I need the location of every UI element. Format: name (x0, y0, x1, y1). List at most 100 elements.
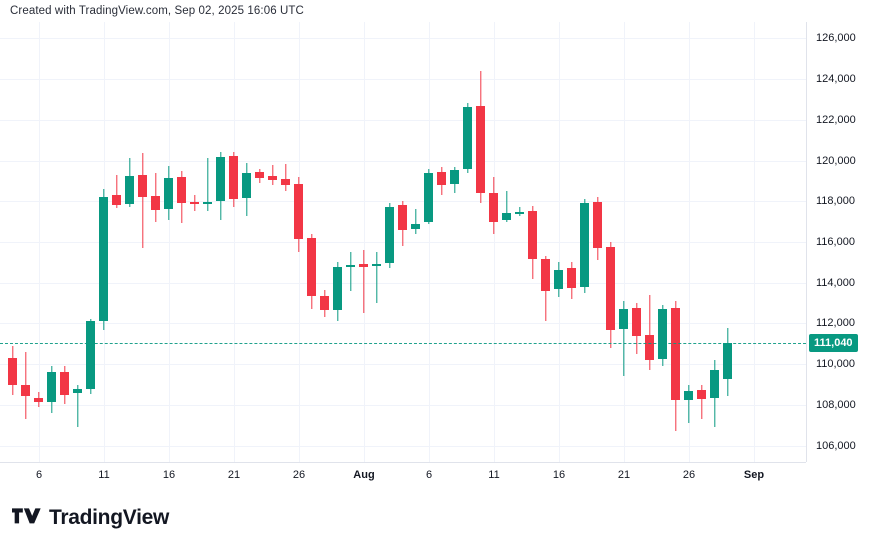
candle-body (359, 264, 368, 268)
candle-wick (206, 158, 209, 212)
candle-wick (284, 163, 287, 192)
price-axis-divider (806, 22, 807, 462)
candle-body (151, 196, 160, 211)
price-gridline (0, 282, 806, 284)
candle-body (463, 106, 472, 169)
candle-body (333, 267, 342, 311)
candle-body (398, 205, 407, 230)
candlestick (346, 22, 355, 462)
candlestick (385, 22, 394, 462)
candlestick (424, 22, 433, 462)
candle-body (619, 309, 628, 329)
candle-body (255, 171, 264, 178)
candlestick (476, 22, 485, 462)
candle-body (567, 268, 576, 288)
candlestick (138, 22, 147, 462)
candlestick (281, 22, 290, 462)
candlestick (151, 22, 160, 462)
candle-body (385, 207, 394, 264)
candlestick (541, 22, 550, 462)
candlestick (710, 22, 719, 462)
candlestick (164, 22, 173, 462)
time-tick-label: 21 (617, 469, 631, 481)
candlestick (450, 22, 459, 462)
candle-body (489, 193, 498, 222)
price-tick-label: 122,000 (816, 113, 856, 126)
time-gridline (559, 22, 560, 462)
candle-body (606, 247, 615, 330)
time-gridline (234, 22, 235, 462)
candle-body (99, 197, 108, 322)
price-tick-label: 108,000 (816, 398, 856, 411)
candlestick (112, 22, 121, 462)
candlestick (242, 22, 251, 462)
price-tick-label: 112,000 (816, 317, 855, 330)
candlestick (125, 22, 134, 462)
candle-body (580, 203, 589, 287)
footer-divider (0, 490, 870, 491)
time-tick-label: 11 (488, 469, 500, 481)
candle-wick (375, 252, 378, 304)
candle-body (164, 177, 173, 210)
candle-body (476, 105, 485, 194)
current-price-badge[interactable]: 111,040 (809, 334, 858, 353)
time-tick-label: 6 (425, 469, 433, 481)
candle-wick (414, 209, 417, 234)
candle-body (502, 213, 511, 220)
footer: TradingView (0, 490, 870, 545)
candlestick (606, 22, 615, 462)
candle-body (424, 172, 433, 222)
candle-body (710, 370, 719, 398)
price-gridline (0, 38, 806, 40)
candlestick (489, 22, 498, 462)
price-gridline (0, 119, 806, 121)
time-tick-label: 21 (227, 469, 241, 481)
candlestick (645, 22, 654, 462)
candle-wick (622, 301, 625, 377)
candlestick (255, 22, 264, 462)
candlestick (567, 22, 576, 462)
candlestick (47, 22, 56, 462)
candle-body (138, 174, 147, 198)
candle-body (515, 212, 524, 214)
price-gridline (0, 364, 806, 366)
candle-body (60, 372, 69, 395)
candlestick (619, 22, 628, 462)
attribution-text: Created with TradingView.com, Sep 02, 20… (10, 5, 304, 17)
candle-wick (700, 384, 703, 420)
candlestick (684, 22, 693, 462)
candlestick (99, 22, 108, 462)
time-tick-label: 26 (292, 469, 306, 481)
time-axis[interactable]: 6 11 16 21 26 Aug 6 11 16 21 26 Sep (0, 462, 806, 490)
candle-body (437, 171, 446, 185)
candlestick (320, 22, 329, 462)
price-gridline (0, 445, 806, 447)
candle-body (450, 169, 459, 184)
candle-wick (687, 384, 690, 424)
candlestick (437, 22, 446, 462)
time-gridline (754, 22, 755, 462)
candle-body (86, 321, 95, 389)
candle-wick (349, 252, 352, 291)
candle-body (21, 384, 30, 396)
time-gridline (364, 22, 365, 462)
candlestick (73, 22, 82, 462)
tradingview-logo[interactable]: TradingView (12, 506, 169, 530)
price-tick-label: 118,000 (816, 195, 855, 208)
candle-body (242, 172, 251, 199)
candlestick (307, 22, 316, 462)
candle-body (593, 202, 602, 249)
chart-plot-area[interactable] (0, 22, 806, 462)
price-axis[interactable]: 126,000 124,000 122,000 120,000 118,000 116,0… (806, 22, 870, 462)
candle-body (645, 334, 654, 361)
candle-body (34, 397, 43, 402)
candle-body (658, 309, 667, 360)
candle-body (47, 372, 56, 402)
candle-body (229, 156, 238, 200)
candle-body (372, 264, 381, 267)
candle-body (554, 269, 563, 289)
price-tick-label: 124,000 (816, 73, 856, 86)
candle-body (281, 178, 290, 185)
candlestick (203, 22, 212, 462)
candle-body (112, 195, 121, 206)
